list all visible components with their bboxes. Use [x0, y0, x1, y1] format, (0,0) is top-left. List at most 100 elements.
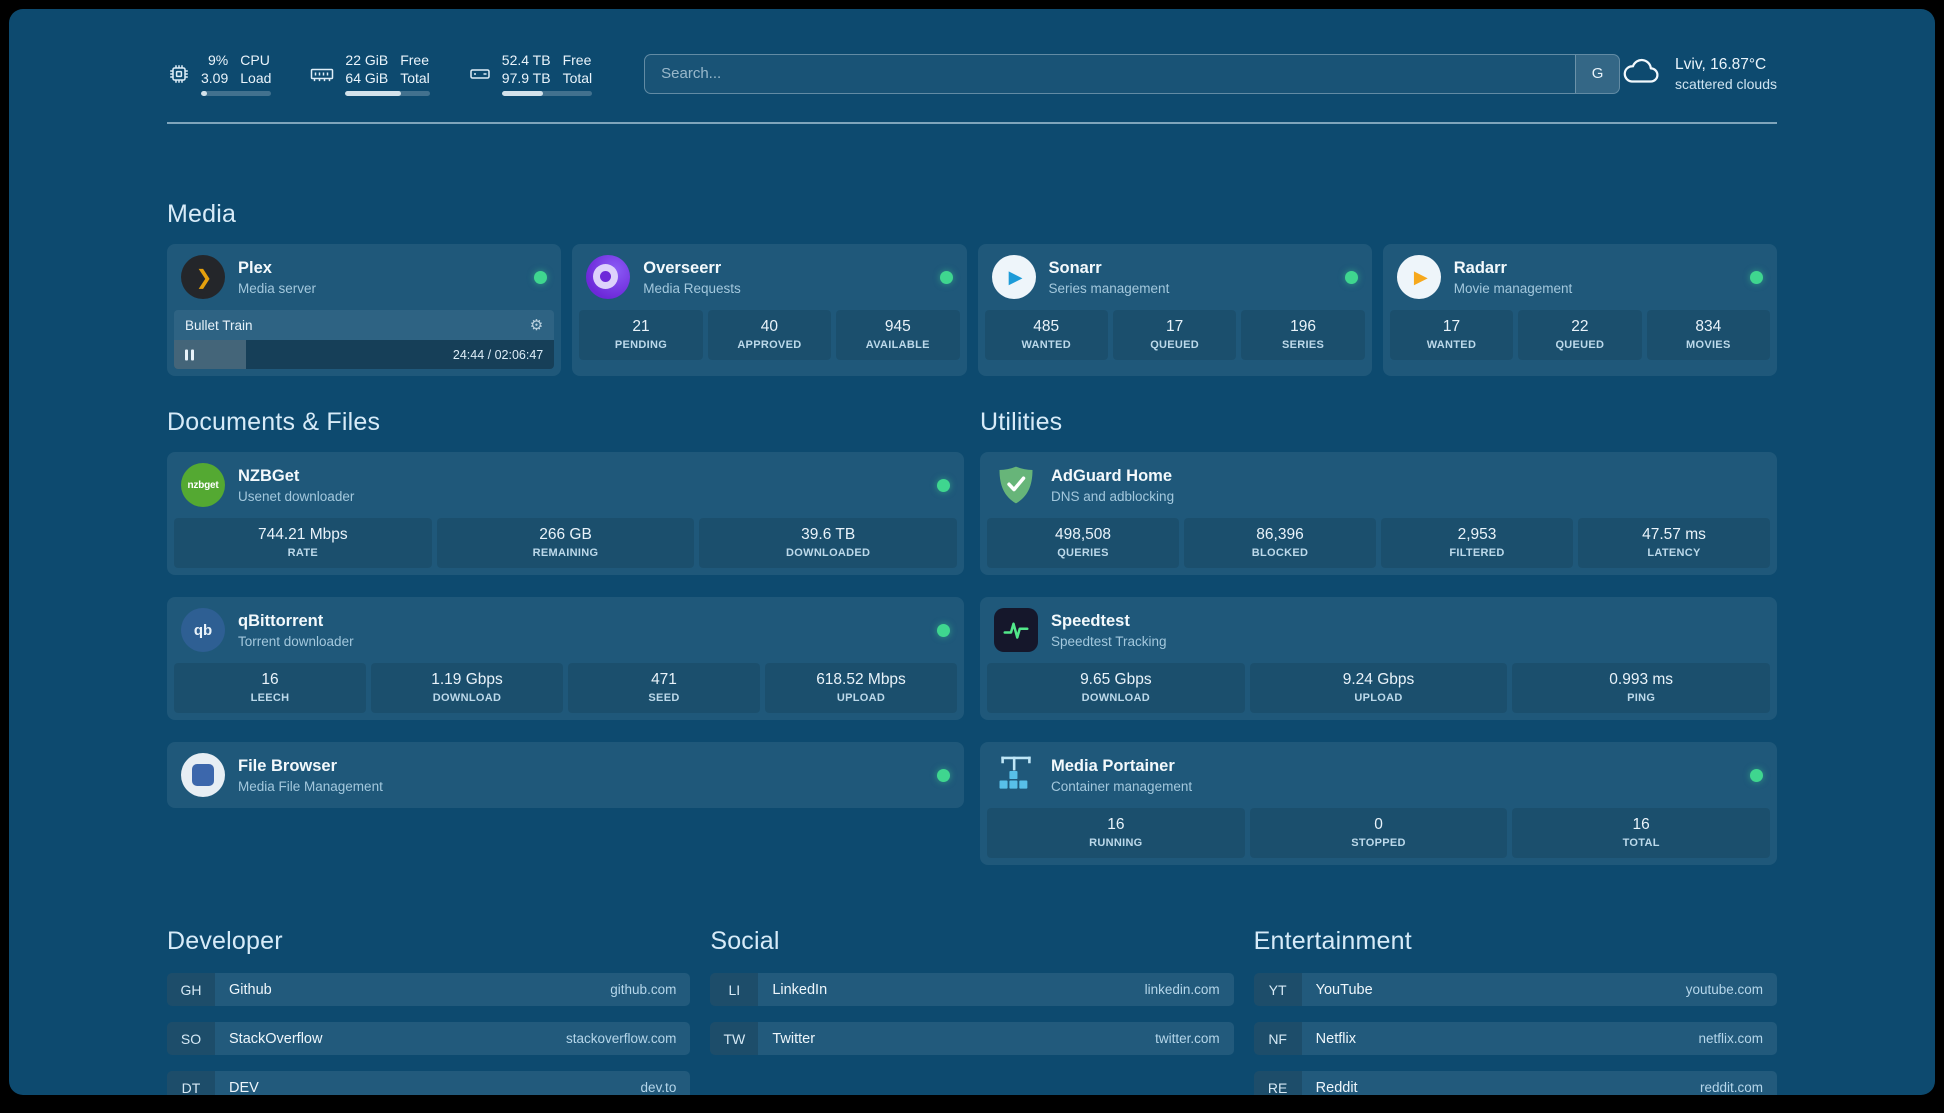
service-name: Sonarr	[1048, 258, 1102, 277]
resource-cpu: 9% 3.09 CPU Load	[167, 51, 272, 97]
service-card-filebrowser[interactable]: File Browser Media File Management	[167, 742, 964, 809]
disk-progress-bar	[501, 91, 593, 97]
status-dot	[937, 768, 950, 782]
service-subtitle: Media Requests	[643, 280, 741, 296]
bookmark-name: LinkedIn	[772, 981, 828, 998]
stat-downloaded: 39.6 TB DOWNLOADED	[699, 518, 958, 569]
service-card-portainer[interactable]: Media Portainer Container management 16 …	[980, 742, 1777, 866]
bookmarks: Developer GH Github github.com SO StackO…	[167, 927, 1777, 1095]
disk-icon	[468, 62, 492, 86]
section-media: Media ❯ Plex Media server Bullet Tr	[167, 200, 1777, 377]
bookmark-stackoverflow[interactable]: SO StackOverflow stackoverflow.com	[167, 1022, 691, 1056]
search-bar: G	[644, 53, 1621, 94]
stat-remaining: 266 GB REMAINING	[436, 518, 695, 569]
service-card-nzbget[interactable]: nzbget NZBGet Usenet downloader 744.21 M…	[167, 452, 964, 576]
service-subtitle: DNS and adblocking	[1051, 488, 1175, 504]
bookmark-domain: netflix.com	[1698, 1031, 1763, 1047]
bookmark-name: Github	[229, 981, 272, 998]
bookmark-reddit[interactable]: RE Reddit reddit.com	[1253, 1071, 1777, 1095]
bookmark-group-developer: Developer GH Github github.com SO StackO…	[167, 927, 691, 1095]
bookmark-group-title: Entertainment	[1253, 927, 1412, 956]
service-name: Speedtest	[1051, 611, 1130, 630]
speedtest-icon	[994, 608, 1038, 653]
bookmark-netflix[interactable]: NF Netflix netflix.com	[1253, 1022, 1777, 1056]
service-card-radarr[interactable]: ▶ Radarr Movie management 17 WANTED	[1382, 244, 1777, 377]
stat-download: 1.19 Gbps DOWNLOAD	[371, 663, 563, 714]
service-card-speedtest[interactable]: Speedtest Speedtest Tracking 9.65 Gbps D…	[980, 597, 1777, 721]
adguard-icon	[994, 463, 1038, 507]
plex-now-playing: Bullet Train ⚙ 24:44 / 02:06:47	[167, 310, 561, 376]
cpu-usage-label: CPU	[240, 52, 270, 68]
search-input[interactable]	[644, 53, 1621, 94]
status-dot	[534, 270, 548, 284]
service-subtitle: Container management	[1051, 778, 1193, 794]
status-dot	[937, 623, 950, 637]
status-dot	[1750, 768, 1763, 782]
stat-blocked: 86,396 BLOCKED	[1184, 518, 1376, 569]
settings-icon[interactable]: ⚙	[529, 316, 544, 335]
section-title-documents: Documents & Files	[167, 408, 381, 437]
bookmark-github[interactable]: GH Github github.com	[167, 973, 691, 1007]
resource-widgets: 9% 3.09 CPU Load	[167, 51, 593, 97]
bookmark-abbr: LI	[710, 973, 759, 1007]
sonarr-icon: ▶	[991, 255, 1036, 300]
service-name: Overseerr	[643, 258, 722, 277]
bookmark-twitter[interactable]: TW Twitter twitter.com	[710, 1022, 1234, 1056]
bookmark-abbr: GH	[167, 973, 215, 1007]
status-dot	[1750, 270, 1763, 284]
service-name: qBittorrent	[238, 611, 324, 630]
stat-rate: 744.21 Mbps RATE	[174, 518, 432, 569]
bookmark-youtube[interactable]: YT YouTube youtube.com	[1253, 973, 1777, 1007]
weather-widget[interactable]: Lviv, 16.87°C scattered clouds	[1620, 54, 1777, 93]
service-card-plex[interactable]: ❯ Plex Media server Bullet Train ⚙	[167, 244, 562, 377]
stat-running: 16 RUNNING	[987, 808, 1245, 859]
playback-progress-bar[interactable]: 24:44 / 02:06:47	[174, 340, 555, 370]
radarr-icon: ▶	[1396, 255, 1441, 300]
service-name: Radarr	[1453, 258, 1507, 277]
bookmark-abbr: TW	[710, 1022, 759, 1056]
bookmark-linkedin[interactable]: LI LinkedIn linkedin.com	[710, 973, 1234, 1007]
stat-queries: 498,508 QUERIES	[987, 518, 1179, 569]
playback-time: 24:44 / 02:06:47	[452, 347, 544, 362]
status-dot	[1344, 270, 1358, 284]
service-name: Media Portainer	[1051, 756, 1175, 775]
stat-series: 196 SERIES	[1241, 310, 1365, 361]
stat-queued: 22 QUEUED	[1518, 310, 1642, 361]
section-title-utilities: Utilities	[980, 408, 1063, 437]
stat-approved: 40 APPROVED	[707, 310, 832, 361]
disk-free-value: 52.4 TB	[501, 52, 551, 68]
search-provider-badge[interactable]: G	[1575, 54, 1620, 93]
topbar: 9% 3.09 CPU Load	[167, 51, 1777, 97]
bookmark-domain: linkedin.com	[1144, 982, 1220, 998]
bookmark-group-title: Social	[710, 927, 780, 956]
bookmark-abbr: RE	[1253, 1071, 1302, 1095]
weather-condition: scattered clouds	[1675, 75, 1777, 92]
cpu-load-value: 3.09	[201, 70, 229, 87]
status-dot	[937, 478, 950, 492]
disk-total-label: Total	[562, 70, 593, 87]
memory-free-label: Free	[400, 52, 430, 68]
filebrowser-icon	[181, 753, 225, 798]
bookmark-domain: dev.to	[640, 1080, 677, 1095]
bookmark-dev[interactable]: DT DEV dev.to	[167, 1071, 691, 1095]
cpu-icon	[167, 62, 191, 86]
stat-movies: 834 MOVIES	[1646, 310, 1771, 361]
bookmark-name: StackOverflow	[229, 1030, 323, 1047]
service-card-qbittorrent[interactable]: qb qBittorrent Torrent downloader 16 LEE…	[167, 597, 964, 721]
service-card-adguard[interactable]: AdGuard Home DNS and adblocking 498,508 …	[980, 452, 1777, 576]
stat-wanted: 17 WANTED	[1389, 310, 1514, 361]
service-subtitle: Torrent downloader	[238, 633, 354, 649]
bookmark-domain: stackoverflow.com	[566, 1031, 677, 1047]
pause-icon[interactable]	[185, 349, 194, 361]
portainer-icon	[994, 753, 1038, 797]
weather-location-temp: Lviv, 16.87°C	[1675, 55, 1767, 73]
service-subtitle: Movie management	[1453, 280, 1573, 296]
memory-total-label: Total	[400, 70, 430, 87]
dashboard-page: 9% 3.09 CPU Load	[9, 9, 1935, 1095]
bookmark-abbr: DT	[167, 1071, 215, 1095]
service-card-sonarr[interactable]: ▶ Sonarr Series management 485 WANTED	[977, 244, 1372, 377]
qbittorrent-icon: qb	[181, 608, 225, 653]
stat-pending: 21 PENDING	[579, 310, 703, 361]
service-card-overseerr[interactable]: Overseerr Media Requests 21 PENDING 40 A…	[572, 244, 967, 377]
topbar-divider	[167, 122, 1777, 125]
